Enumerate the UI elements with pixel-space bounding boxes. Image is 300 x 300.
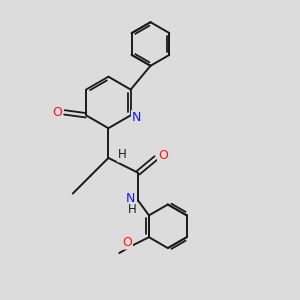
Text: O: O bbox=[122, 236, 132, 249]
Text: H: H bbox=[118, 148, 127, 161]
Text: O: O bbox=[158, 149, 168, 162]
Text: O: O bbox=[52, 106, 62, 119]
Text: H: H bbox=[128, 203, 136, 216]
Text: N: N bbox=[132, 111, 141, 124]
Text: N: N bbox=[125, 192, 135, 205]
